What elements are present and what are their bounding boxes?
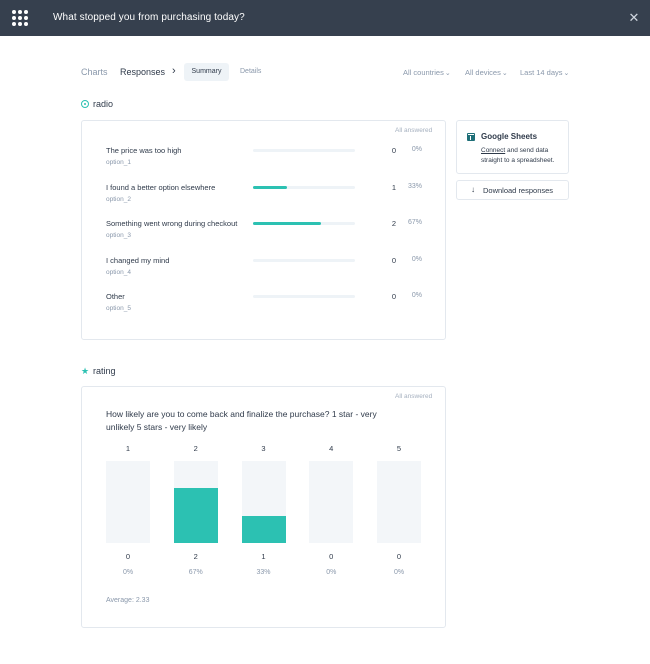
rating-bar-track [377,461,421,543]
option-label: The price was too high [106,146,182,155]
period-filter-label: Last 14 days [520,68,563,77]
option-row: The price was too high option_1 0 0% [106,146,422,174]
option-count: 0 [391,255,396,265]
survey-title: What stopped you from purchasing today? [53,12,245,23]
nav-bar: Charts Responses › Summary Details All c… [81,63,571,81]
country-filter-label: All countries [403,68,444,77]
option-percent: 0% [411,292,422,299]
option-percent: 33% [407,182,422,190]
option-progress-fill [253,222,322,225]
rating-bar-fill [173,488,218,543]
google-sheets-description: Connect and send data straight to a spre… [481,146,565,166]
option-row: I changed my mind option_4 0 0% [106,256,422,284]
option-percent: 0% [411,146,422,153]
chevron-down-icon: ⌄ [444,70,451,77]
option-count: 1 [391,182,396,192]
rating-column: 2 2 67% [173,444,218,576]
connect-link[interactable]: Connect [481,147,506,154]
rating-bar-track [106,461,150,543]
option-row: Something went wrong during checkout opti… [106,219,422,247]
rating-question: How likely are you to come back and fina… [106,409,377,432]
download-icon: ↓ [471,185,475,194]
option-code: option_3 [106,232,131,239]
rating-column-count: 2 [193,552,198,561]
rating-column-label: 2 [193,444,198,453]
rating-bar-track [241,461,286,543]
rating-column-count: 0 [125,552,131,561]
all-answered-filter[interactable]: All answered [395,127,433,134]
option-count: 0 [391,146,396,155]
rating-column: 4 0 0% [309,444,354,576]
rating-column-count: 0 [396,552,402,561]
option-label: I changed my mind [106,255,170,265]
rating-column-count: 1 [261,552,266,561]
option-progress-track [253,295,355,298]
option-count: 0 [391,292,396,301]
all-answered-filter[interactable]: All answered [395,393,433,400]
rating-column-label: 4 [329,444,334,453]
rating-bar-track [309,461,354,543]
option-progress-track [253,222,355,225]
rating-column-percent: 0% [393,569,405,576]
rating-column-percent: 33% [256,569,271,576]
chevron-down-icon: ⌄ [563,70,570,77]
rating-column-count: 0 [329,552,334,561]
download-responses-label: Download responses [483,186,554,195]
google-sheets-title: Google Sheets [481,132,538,141]
rating-column: 5 0 0% [377,444,421,576]
device-filter-label: All devices [465,68,501,77]
rating-section-label: rating [93,366,116,376]
breadcrumb-responses[interactable]: Responses [120,67,166,77]
top-bar: What stopped you from purchasing today? … [0,0,650,36]
option-count: 2 [391,219,396,228]
rating-results-card: All answered How likely are you to come … [81,386,446,628]
radio-section-label: radio [93,99,114,109]
rating-column-percent: 0% [122,569,134,576]
country-filter[interactable]: All countries⌄ [403,68,451,77]
rating-column-percent: 67% [188,569,203,576]
option-label: Something went wrong during checkout [106,219,238,228]
chevron-down-icon: ⌄ [501,70,508,77]
rating-column: 1 0 0% [106,444,150,576]
option-progress-track [253,258,355,262]
google-sheets-card: Google Sheets Connect and send data stra… [456,120,569,174]
tab-summary[interactable]: Summary [184,63,229,81]
rating-section-header: ★ rating [81,366,181,378]
option-code: option_2 [106,195,131,203]
option-label: Other [106,292,125,301]
option-row: I found a better option elsewhere option_… [106,183,422,211]
period-filter[interactable]: Last 14 days⌄ [520,68,569,77]
option-code: option_4 [106,268,131,276]
breadcrumb-charts[interactable]: Charts [81,67,108,77]
radio-icon [81,100,89,108]
rating-average: Average: 2.33 [106,597,150,604]
star-icon: ★ [81,366,90,376]
option-percent: 0% [411,255,422,263]
option-progress-track [253,185,355,189]
dot-grid-logo-icon [12,10,28,26]
option-code: option_5 [106,305,131,312]
rating-bar-fill [241,515,286,543]
device-filter[interactable]: All devices⌄ [465,68,508,77]
chevron-right-icon: › [172,65,176,77]
tab-details[interactable]: Details [240,68,262,75]
option-code: option_1 [106,159,131,166]
radio-section-header: radio [81,99,181,111]
option-label: I found a better option elsewhere [106,182,216,192]
download-responses-button[interactable]: ↓ Download responses [456,180,569,200]
option-progress-fill [253,185,287,189]
rating-bar-track [173,461,218,543]
option-progress-track [253,149,355,152]
rating-column-label: 5 [396,444,402,453]
option-row: Other option_5 0 0% [106,292,422,320]
google-sheets-icon [467,133,475,141]
radio-results-card: All answered The price was too high optio… [81,120,446,340]
google-sheets-description-text: and send data straight to a spreadsheet. [481,147,555,164]
rating-column-label: 1 [125,444,131,453]
close-icon[interactable]: ✕ [628,10,640,25]
option-percent: 67% [407,219,422,226]
rating-column-label: 3 [261,444,266,453]
rating-column: 3 1 33% [241,444,286,576]
rating-column-percent: 0% [326,569,337,576]
